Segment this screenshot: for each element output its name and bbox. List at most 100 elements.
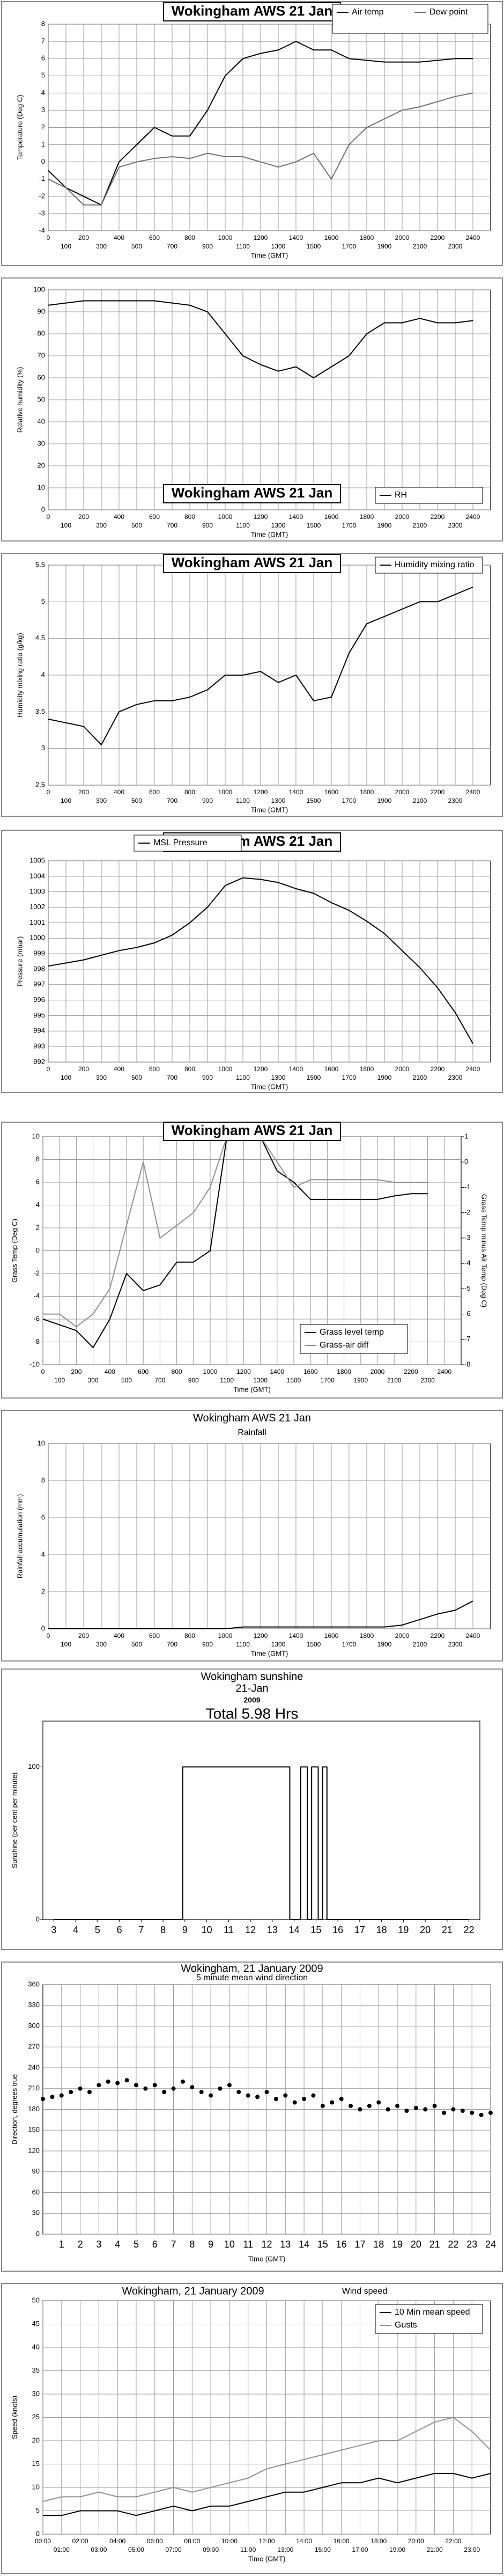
x-tick-label: 100 — [54, 1377, 65, 1384]
x-tick-label: 05:00 — [128, 2546, 144, 2553]
x-tick-label: 6 — [152, 2239, 158, 2250]
y-tick-label: 100 — [33, 285, 45, 293]
x-tick-label: 1400 — [289, 513, 303, 521]
y-tick-label: 993 — [33, 1042, 45, 1050]
x-tick-label: 14 — [299, 2239, 309, 2250]
x-tick-label: 500 — [131, 522, 142, 529]
x-tick-label: 900 — [202, 243, 213, 250]
x-tick-label: 0 — [47, 234, 50, 241]
x-tick-label: 17 — [354, 2239, 365, 2250]
scatter-point — [199, 2090, 204, 2095]
scatter-point — [376, 2100, 381, 2105]
x-tick-label: 19:00 — [389, 2546, 405, 2553]
y-tick-label: 1002 — [29, 903, 45, 911]
x-tick-label: 3 — [96, 2239, 101, 2250]
x-tick-label: 1500 — [307, 1074, 321, 1081]
y-tick-label: 90 — [32, 2167, 40, 2175]
scatter-point — [115, 2081, 120, 2085]
x-tick-label: 0 — [47, 1632, 50, 1640]
scatter-point — [227, 2083, 232, 2088]
scatter-point — [479, 2112, 484, 2117]
x-tick-label: 18 — [373, 2239, 384, 2250]
x-tick-label: 1400 — [289, 1065, 303, 1073]
scatter-point — [143, 2086, 148, 2091]
x-tick-label: 200 — [78, 234, 89, 241]
scatter-point — [41, 2097, 45, 2102]
scatter-point — [106, 2079, 110, 2084]
x-tick-label: 600 — [149, 513, 160, 521]
y-tick-label: 120 — [28, 2146, 40, 2154]
legend-box — [300, 1324, 408, 1354]
y-axis-label: Direction, degrees true — [10, 2074, 18, 2145]
x-tick-label: 600 — [149, 234, 160, 241]
x-tick-label: 600 — [138, 1368, 149, 1375]
y-tick-label: 2.5 — [35, 780, 45, 788]
chart-panel: 0 5 10 15 20 25 30 35 40 45 50 00:0001:0002:0003:00… — [1, 2283, 503, 2574]
y-tick-label: 1000 — [29, 934, 45, 942]
scatter-point — [190, 2085, 195, 2090]
x-tick-label: 22:00 — [445, 2537, 461, 2545]
y-tick-label: 0 — [41, 1624, 45, 1632]
x-tick-label: 200 — [71, 1368, 81, 1375]
y-tick-label: 10 — [32, 1132, 40, 1140]
x-tick-label: 900 — [188, 1377, 199, 1384]
scatter-point — [395, 2104, 400, 2109]
x-tick-label: 06:00 — [147, 2537, 163, 2545]
x-axis-label: Time (GMT) — [251, 251, 288, 259]
chart-panel: 0102030405060708090100010020030040050060… — [1, 277, 503, 541]
y-tick-label: 300 — [28, 2022, 40, 2030]
x-tick-label: 1800 — [360, 513, 374, 521]
x-tick-label: 02:00 — [72, 2537, 88, 2545]
y-tick-label: -8 — [33, 1337, 40, 1345]
y-tick-label: 3 — [41, 106, 45, 114]
x-tick-label: 2300 — [448, 797, 463, 804]
y-tick-label: 2 — [41, 1587, 45, 1595]
x-tick-label: 1200 — [254, 234, 268, 241]
scatter-point — [311, 2093, 316, 2098]
y-tick-label: 25 — [32, 2413, 40, 2421]
x-tick-label: 500 — [131, 1074, 142, 1081]
x-tick-label: 4 — [115, 2239, 120, 2250]
x-tick-label: 0 — [47, 788, 50, 796]
series-line — [48, 1600, 473, 1629]
y-tick-label: 0 — [36, 1246, 40, 1254]
y2-tick-label: -7 — [464, 1335, 471, 1343]
x-tick-label: 19 — [392, 2239, 403, 2250]
y-tick-label: 8 — [41, 1476, 45, 1484]
x-tick-label: 2000 — [395, 788, 410, 796]
legend-box — [375, 557, 483, 574]
y-tick-label: 0 — [36, 2529, 40, 2537]
y-tick-label: 992 — [33, 1057, 45, 1065]
scatter-point — [218, 2086, 223, 2091]
y-tick-label: 999 — [33, 949, 45, 957]
x-tick-label: 2100 — [413, 1641, 427, 1648]
x-tick-label: 5 — [95, 1924, 100, 1935]
x-tick-label: 1800 — [360, 788, 374, 796]
y-axis-label: Speed (knots) — [10, 2396, 18, 2439]
title-box — [163, 1122, 341, 1141]
x-tick-label: 1500 — [287, 1377, 301, 1384]
x-tick-label: 16:00 — [333, 2537, 350, 2545]
x-tick-label: 7 — [138, 1924, 144, 1935]
x-tick-label: 1900 — [353, 1377, 368, 1384]
y-tick-label: -2 — [33, 1269, 40, 1277]
scatter-point — [349, 2104, 353, 2109]
y-tick-label: 0 — [36, 2229, 40, 2237]
legend-box — [375, 487, 483, 504]
legend-label: Humidity mixing ratio — [395, 560, 475, 569]
x-tick-label: 900 — [202, 522, 213, 529]
x-tick-label: 300 — [88, 1377, 99, 1384]
y-tick-label: 360 — [28, 1980, 40, 1988]
chart-subtitle: 5 minute mean wind direction — [196, 1973, 308, 1982]
x-tick-label: 2000 — [395, 1065, 410, 1073]
y-tick-label: 4 — [41, 1550, 45, 1558]
y-axis-label: Rainfall accumulation (mm) — [16, 1494, 24, 1579]
y-axis-label: Sunshine (per cent per minute) — [10, 1773, 18, 1868]
x-tick-label: 2100 — [387, 1377, 402, 1384]
scatter-point — [451, 2107, 456, 2112]
y-tick-label: -3 — [39, 209, 45, 217]
x-tick-label: 12 — [245, 1924, 256, 1935]
x-tick-label: 11:00 — [240, 2546, 256, 2553]
title-box — [163, 554, 341, 573]
